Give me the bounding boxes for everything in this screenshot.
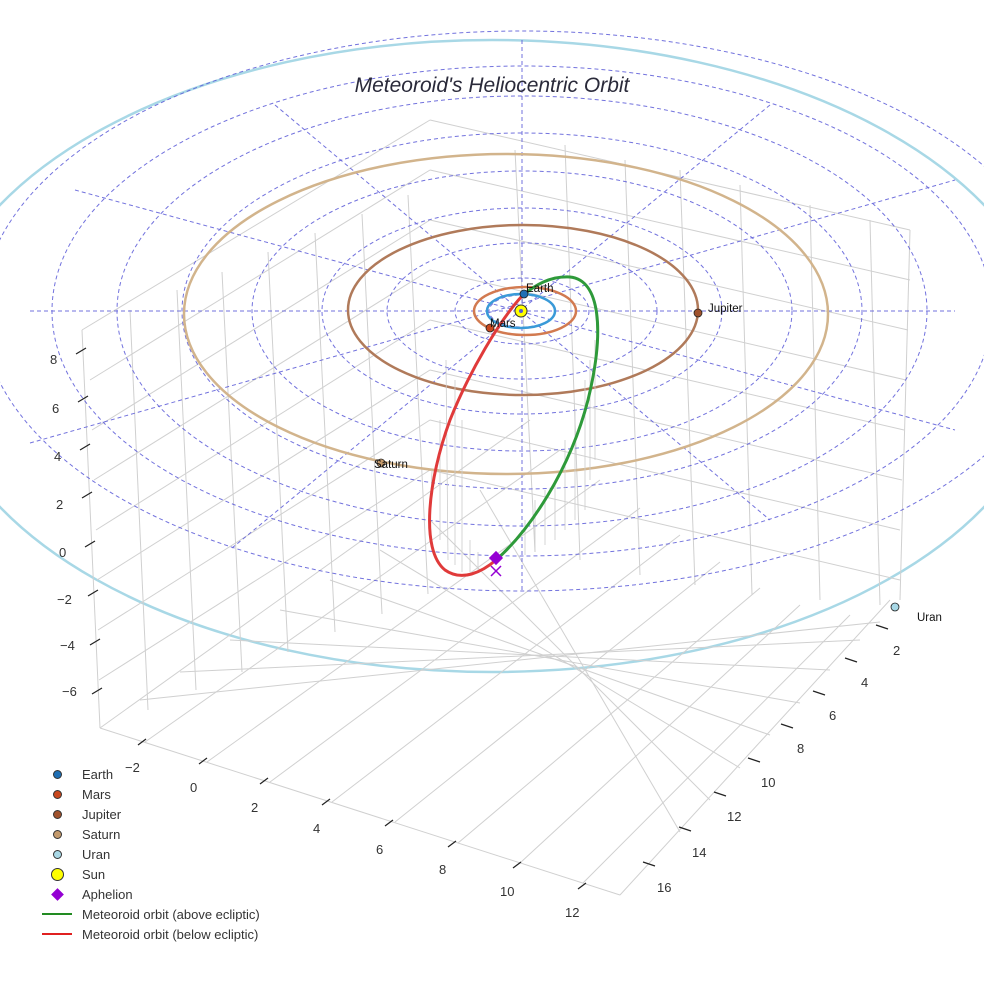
legend-item-jupiter[interactable]: Jupiter [38, 804, 260, 824]
y-tick-label: 10 [761, 775, 776, 790]
legend-label: Meteoroid orbit (above ecliptic) [82, 906, 260, 922]
z-tick-label: 2 [56, 497, 64, 512]
x-tick-label: 0 [190, 780, 198, 795]
green-line-icon [42, 913, 72, 915]
sun-core [519, 309, 523, 313]
z-axis-ticks [75, 347, 103, 695]
sun-dot-icon [50, 867, 64, 881]
mars-dot-icon [52, 789, 62, 799]
legend-item-earth[interactable]: Earth [38, 764, 260, 784]
x-axis-ticks [137, 738, 587, 890]
legend-item-orbit-below[interactable]: Meteoroid orbit (below ecliptic) [38, 924, 260, 944]
uran-dot-icon [52, 849, 62, 859]
y-tick-label: 4 [861, 675, 869, 690]
legend-label: Aphelion [82, 886, 133, 902]
z-tick-label: −4 [60, 638, 75, 653]
floor-grid [99, 419, 891, 896]
legend-label: Uran [82, 846, 111, 862]
x-tick-label: 12 [565, 905, 580, 920]
aphelion-marker [488, 550, 504, 566]
y-tick-label: 14 [692, 845, 707, 860]
saturn-dot-icon [52, 829, 62, 839]
aphelion-diamond-icon [50, 887, 64, 901]
saturn-marker [376, 458, 386, 468]
mars-marker [485, 323, 495, 333]
earth-marker [519, 289, 529, 299]
meteoroid-orbit-below [428, 294, 524, 577]
y-tick-label: 12 [727, 809, 742, 824]
legend-item-aphelion[interactable]: Aphelion [38, 884, 260, 904]
earth-label: Earth [526, 283, 554, 295]
z-tick-label: 0 [59, 545, 67, 560]
legend-item-saturn[interactable]: Saturn [38, 824, 260, 844]
z-tick-label: −2 [57, 592, 72, 607]
chart-title: Meteoroid's Heliocentric Orbit [354, 74, 630, 97]
y-tick-label: 6 [829, 708, 837, 723]
y-tick-label: 16 [657, 880, 672, 895]
legend-label: Jupiter [82, 806, 122, 822]
legend-item-mars[interactable]: Mars [38, 784, 260, 804]
legend-label: Meteoroid orbit (below ecliptic) [82, 926, 259, 942]
saturn-label: Saturn [374, 459, 408, 471]
jupiter-label: Jupiter [708, 303, 743, 315]
legend-item-uran[interactable]: Uran [38, 844, 260, 864]
x-tick-label: 8 [439, 862, 447, 877]
y-tick-label: 8 [797, 741, 805, 756]
legend-label: Sun [82, 866, 106, 882]
legend-label: Saturn [82, 826, 121, 842]
uranus-orbit [0, 38, 984, 674]
legend-label: Earth [82, 766, 114, 782]
wall-grid [81, 119, 911, 729]
legend-label: Mars [82, 786, 111, 802]
uran-marker [890, 602, 900, 612]
z-tick-label: 6 [52, 401, 60, 416]
z-tick-label: 4 [54, 449, 62, 464]
x-tick-label: 10 [500, 884, 515, 899]
z-tick-label: 8 [50, 352, 58, 367]
aphelion-projection-x-icon [490, 565, 502, 577]
earth-dot-icon [52, 769, 62, 779]
jupiter-dot-icon [52, 809, 62, 819]
x-tick-label: 4 [313, 821, 321, 836]
mars-label: Mars [490, 318, 516, 330]
y-tick-label: 2 [893, 643, 901, 658]
x-tick-label: 2 [251, 800, 259, 815]
legend-item-sun[interactable]: Sun [38, 864, 260, 884]
ecliptic-grid [0, 30, 984, 592]
jupiter-marker [693, 308, 703, 318]
x-tick-label: −2 [125, 760, 140, 775]
mars-orbit [472, 285, 578, 337]
saturn-orbit [182, 152, 830, 476]
red-line-icon [42, 933, 72, 935]
meteoroid-orbit-above [495, 275, 600, 562]
z-tick-label: −6 [62, 684, 77, 699]
x-tick-label: 6 [376, 842, 384, 857]
legend-item-orbit-above[interactable]: Meteoroid orbit (above ecliptic) [38, 904, 260, 924]
y-axis-ticks [642, 624, 889, 867]
uran-label: Uran [917, 612, 942, 624]
legend: Earth Mars Jupiter Saturn Uran Sun Aphel… [38, 764, 260, 944]
